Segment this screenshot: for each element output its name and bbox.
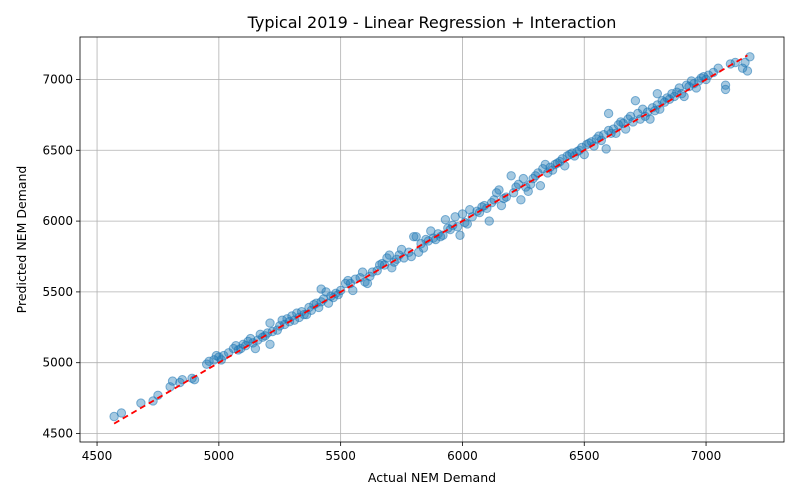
data-point [518,173,529,184]
data-point [540,159,550,170]
y-tick-label: 4500 [42,427,73,441]
y-tick-label: 7000 [42,72,73,86]
data-point [116,408,127,418]
data-point [265,318,275,328]
data-point [742,66,753,76]
data-point [730,57,740,68]
data-point [523,186,533,197]
data-point [265,339,275,349]
data-point [620,124,631,134]
x-tick-label: 5000 [204,449,235,463]
x-tick-label: 5500 [325,449,356,463]
data-point [335,285,346,296]
data-point [655,104,665,114]
data-point [362,278,373,289]
data-point [645,114,655,124]
data-point [430,234,441,245]
data-point [411,231,421,242]
data-point [745,52,755,62]
data-points [109,52,755,422]
data-point [457,209,468,219]
data-point [720,80,731,90]
x-tick-label: 4500 [82,449,113,463]
data-point [167,376,178,386]
x-axis-ticks: 4500 5000 5500 6000 6500 7000 [82,442,722,463]
data-point [440,214,451,225]
data-point [630,96,641,106]
chart-title: Typical 2019 - Linear Regression + Inter… [247,13,617,32]
data-point [494,185,504,195]
data-point [601,144,611,154]
reference-line [113,54,748,425]
x-tick-label: 6000 [447,449,478,463]
data-point [465,205,475,215]
data-point [316,284,326,294]
y-tick-label: 5000 [42,356,73,370]
x-axis-label: Actual NEM Demand [368,470,496,485]
y-axis-label: Predicted NEM Demand [14,166,29,314]
data-point [409,231,419,242]
data-point [357,267,368,277]
x-tick-label: 7000 [691,449,722,463]
data-point [250,343,261,354]
x-tick-label: 6500 [569,449,600,463]
data-point [603,108,614,119]
data-point [535,180,546,191]
y-tick-label: 6500 [42,143,73,157]
plot-frame [79,36,785,443]
data-point [560,161,570,171]
data-point [406,251,416,262]
y-axis-ticks: 4500 5000 5500 6000 6500 7000 [42,72,80,441]
data-point [638,104,648,114]
data-point [525,179,536,189]
data-point [652,88,663,99]
y-tick-label: 5500 [42,285,73,299]
data-point [348,285,358,296]
reference-line-group [113,54,748,425]
y-tick-label: 6000 [42,214,73,228]
data-point [484,216,494,226]
data-point [455,230,465,240]
grid-lines [80,37,784,442]
data-point [387,263,397,273]
data-point [679,91,689,102]
data-point [516,195,526,205]
data-point [109,411,119,422]
data-point [506,171,516,181]
data-point [384,250,395,260]
data-point [462,219,473,229]
data-point [219,350,229,361]
data-point [737,63,748,73]
data-point [496,200,507,211]
